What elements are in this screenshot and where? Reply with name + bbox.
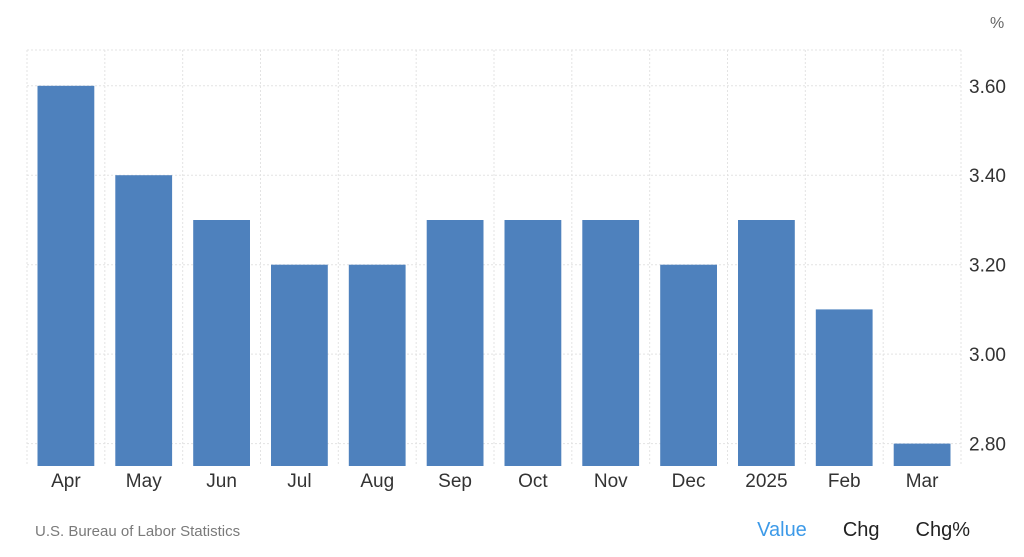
toggle-value[interactable]: Value — [757, 519, 807, 541]
y-tick-label: 3.60 — [969, 77, 1006, 98]
bar-nov[interactable] — [582, 220, 640, 466]
x-tick-label: Jun — [206, 471, 237, 492]
view-toggle-group: Value Chg Chg% — [721, 519, 970, 542]
x-tick-label: 2025 — [745, 471, 787, 492]
x-tick-label: Oct — [518, 471, 548, 492]
y-tick-label: 3.00 — [969, 345, 1006, 366]
y-tick-label: 3.20 — [969, 256, 1006, 277]
y-tick-label: 3.40 — [969, 166, 1006, 187]
bar-chart: Apr May Jun Jul Aug Sep Oct Nov Dec 2025 Feb Mar 3.… — [26, 15, 1006, 492]
bar-mar[interactable] — [893, 443, 951, 466]
bar-sep[interactable] — [426, 220, 484, 466]
x-tick-label: Aug — [360, 471, 394, 492]
bar-jun[interactable] — [193, 220, 250, 466]
bar-feb[interactable] — [815, 309, 873, 466]
bar-aug[interactable] — [348, 264, 406, 466]
y-tick-label: 2.80 — [969, 435, 1006, 456]
y-axis-unit: % — [990, 15, 1004, 32]
bar-dec[interactable] — [660, 264, 717, 466]
bar-oct[interactable] — [504, 220, 562, 466]
x-tick-label: Jul — [287, 471, 311, 492]
chart-footer: U.S. Bureau of Labor Statistics Value Ch… — [0, 516, 1024, 548]
x-tick-label: Mar — [906, 471, 939, 492]
bar-may[interactable] — [115, 175, 173, 466]
grid-layer — [26, 49, 962, 466]
source-label: U.S. Bureau of Labor Statistics — [35, 523, 241, 540]
x-tick-label: Sep — [438, 471, 472, 492]
toggle-chg-percent[interactable]: Chg% — [915, 519, 970, 541]
x-tick-label: Apr — [51, 471, 81, 492]
y-axis-ticks: 3.60 3.40 3.20 3.00 2.80 — [969, 77, 1006, 456]
bar-jul[interactable] — [271, 264, 328, 466]
toggle-chg[interactable]: Chg — [842, 519, 880, 541]
x-tick-label: May — [126, 471, 162, 492]
bars-layer — [37, 85, 951, 467]
bar-apr[interactable] — [37, 85, 95, 467]
x-tick-label: Dec — [672, 471, 706, 492]
bar-2025[interactable] — [738, 220, 795, 466]
x-axis-ticks: Apr May Jun Jul Aug Sep Oct Nov Dec 2025 Feb Mar — [51, 471, 939, 492]
x-tick-label: Nov — [594, 471, 628, 492]
x-tick-label: Feb — [828, 471, 861, 492]
